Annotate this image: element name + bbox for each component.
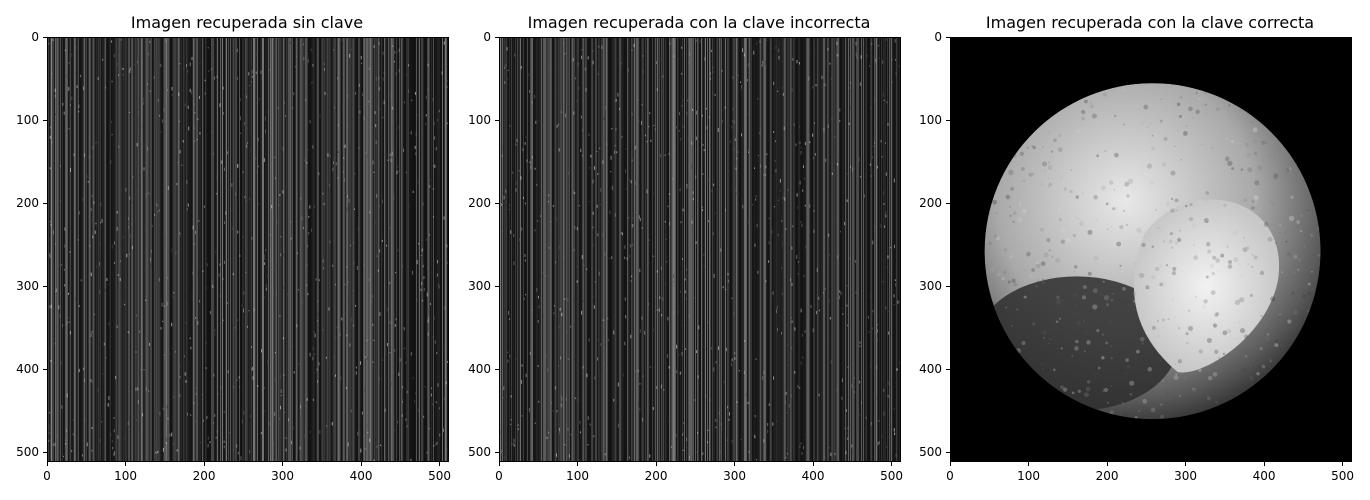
- x-tick-1-0: [46, 462, 48, 466]
- x-tick-3-5: [1342, 462, 1344, 466]
- x-tick-label-3-2: 200: [1095, 469, 1119, 483]
- x-tick-label-2-5: 500: [880, 469, 904, 483]
- image-noise-no-key: [47, 37, 449, 462]
- y-tick-label-3-2: 200: [919, 196, 942, 211]
- x-tick-label-3-3: 300: [1174, 469, 1197, 483]
- x-tick-3-0: [949, 462, 951, 466]
- x-tick-1-5: [439, 462, 441, 466]
- x-tick-label-1-3: 300: [271, 469, 294, 483]
- y-tick-2-2: [495, 202, 499, 204]
- y-tick-1-5: [43, 451, 47, 453]
- x-tick-label-2-1: 100: [566, 469, 589, 483]
- y-tick-2-3: [495, 285, 499, 287]
- y-tick-3-0: [946, 36, 950, 38]
- y-tick-label-2-1: 100: [468, 113, 491, 127]
- y-tick-3-4: [946, 368, 950, 370]
- y-tick-label-2-5: 500: [468, 445, 491, 460]
- x-tick-3-3: [1185, 462, 1187, 466]
- y-tick-3-2: [946, 202, 950, 204]
- y-tick-2-0: [495, 36, 499, 38]
- x-tick-2-0: [498, 462, 500, 466]
- x-tick-2-2: [655, 462, 657, 466]
- y-tick-label-1-5: 500: [16, 445, 39, 460]
- y-tick-label-2-0: 0: [483, 30, 491, 44]
- y-tick-label-2-4: 400: [468, 362, 491, 377]
- chart-title-3: Imagen recuperada con la clave correcta: [985, 13, 1315, 32]
- y-tick-label-1-1: 100: [16, 113, 39, 127]
- x-tick-1-2: [203, 462, 205, 466]
- y-tick-1-1: [43, 119, 47, 121]
- chart-title-2: Imagen recuperada con la clave incorrect…: [527, 13, 871, 32]
- chart-title-1: Imagen recuperada sin clave: [130, 13, 364, 32]
- x-tick-1-4: [360, 462, 362, 466]
- y-tick-label-3-5: 500: [919, 445, 942, 460]
- x-tick-label-1-1: 100: [114, 469, 137, 483]
- y-tick-3-3: [946, 285, 950, 287]
- x-tick-1-1: [125, 462, 127, 466]
- x-tick-label-1-2: 200: [192, 469, 216, 483]
- x-tick-label-1-4: 400: [349, 469, 373, 483]
- x-tick-2-1: [577, 462, 579, 466]
- y-tick-label-3-0: 0: [934, 30, 942, 44]
- x-tick-2-5: [891, 462, 893, 466]
- y-tick-2-4: [495, 368, 499, 370]
- image-noise-wrong-key: [499, 37, 901, 462]
- y-tick-1-0: [43, 36, 47, 38]
- x-tick-3-1: [1028, 462, 1030, 466]
- y-tick-1-3: [43, 285, 47, 287]
- x-tick-label-3-4: 400: [1252, 469, 1276, 483]
- y-tick-label-1-3: 300: [16, 279, 39, 294]
- x-tick-label-2-2: 200: [644, 469, 668, 483]
- y-tick-2-5: [495, 451, 499, 453]
- y-tick-1-4: [43, 368, 47, 370]
- x-tick-label-2-0: 0: [495, 469, 503, 483]
- y-tick-2-1: [495, 119, 499, 121]
- x-tick-label-3-1: 100: [1017, 469, 1040, 483]
- x-tick-label-2-3: 300: [723, 469, 746, 483]
- x-tick-label-2-4: 400: [801, 469, 825, 483]
- x-tick-label-3-0: 0: [946, 469, 954, 483]
- x-tick-label-1-0: 0: [43, 469, 51, 483]
- image-canvas-2: [500, 38, 900, 461]
- x-tick-2-3: [734, 462, 736, 466]
- y-tick-label-3-3: 300: [919, 279, 942, 294]
- y-tick-label-3-1: 100: [919, 113, 942, 127]
- x-tick-label-1-5: 500: [428, 469, 452, 483]
- y-tick-3-5: [946, 451, 950, 453]
- y-tick-label-2-2: 200: [468, 196, 491, 211]
- image-planet-correct-key: [950, 37, 1352, 462]
- y-tick-label-3-4: 400: [919, 362, 942, 377]
- x-tick-3-2: [1106, 462, 1108, 466]
- image-canvas-3: [951, 38, 1351, 461]
- x-tick-label-3-5: 500: [1331, 469, 1355, 483]
- x-tick-3-4: [1263, 462, 1265, 466]
- y-tick-label-1-2: 200: [16, 196, 39, 211]
- y-tick-label-2-3: 300: [468, 279, 491, 294]
- x-tick-1-3: [282, 462, 284, 466]
- y-tick-label-1-0: 0: [31, 30, 39, 44]
- y-tick-3-1: [946, 119, 950, 121]
- y-tick-1-2: [43, 202, 47, 204]
- x-tick-2-4: [812, 462, 814, 466]
- y-tick-label-1-4: 400: [16, 362, 39, 377]
- image-canvas-1: [48, 38, 448, 461]
